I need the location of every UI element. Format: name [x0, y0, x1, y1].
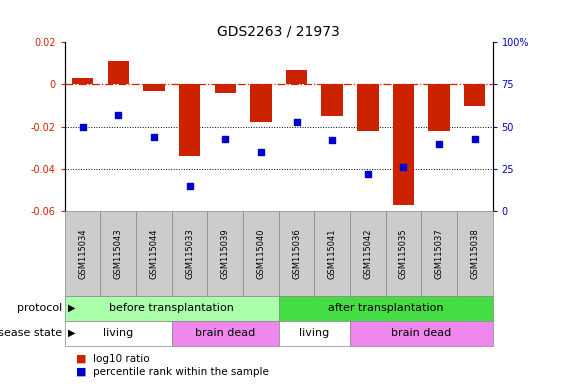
Text: ▶: ▶: [68, 328, 75, 338]
Text: GSM115037: GSM115037: [435, 228, 444, 279]
Point: [149, 134, 158, 140]
Bar: [457, 211, 493, 296]
Text: GSM115041: GSM115041: [328, 228, 337, 279]
Text: GSM115036: GSM115036: [292, 228, 301, 279]
Bar: [421, 211, 457, 296]
Bar: [172, 211, 207, 296]
Bar: [350, 211, 386, 296]
Text: GDS2263 / 21973: GDS2263 / 21973: [217, 25, 340, 38]
Bar: [321, 84, 343, 116]
Text: living: living: [299, 328, 329, 338]
Text: GSM115035: GSM115035: [399, 228, 408, 279]
Bar: [172, 321, 279, 346]
Text: GSM115043: GSM115043: [114, 228, 123, 279]
Bar: [65, 321, 172, 346]
Text: GSM115042: GSM115042: [363, 228, 372, 279]
Text: ■: ■: [76, 354, 87, 364]
Text: log10 ratio: log10 ratio: [93, 354, 150, 364]
Bar: [464, 84, 485, 106]
Bar: [393, 84, 414, 205]
Point: [185, 183, 194, 189]
Bar: [357, 84, 378, 131]
Text: GSM115033: GSM115033: [185, 228, 194, 279]
Bar: [250, 84, 271, 122]
Text: GSM115034: GSM115034: [78, 228, 87, 279]
Point: [256, 149, 265, 155]
Point: [399, 164, 408, 170]
Text: brain dead: brain dead: [391, 328, 452, 338]
Text: before transplantation: before transplantation: [109, 303, 234, 313]
Text: GSM115044: GSM115044: [149, 228, 158, 279]
Bar: [215, 84, 236, 93]
Point: [435, 141, 444, 147]
Point: [78, 124, 87, 130]
Text: disease state: disease state: [0, 328, 62, 338]
Bar: [136, 211, 172, 296]
Text: ▶: ▶: [68, 303, 75, 313]
Text: GSM115039: GSM115039: [221, 228, 230, 279]
Bar: [279, 321, 350, 346]
Bar: [286, 70, 307, 84]
Bar: [207, 211, 243, 296]
Text: ■: ■: [76, 367, 87, 377]
Bar: [65, 211, 100, 296]
Point: [470, 136, 479, 142]
Bar: [279, 211, 314, 296]
Bar: [179, 84, 200, 156]
Bar: [108, 61, 129, 84]
Point: [221, 136, 230, 142]
Bar: [386, 211, 421, 296]
Text: percentile rank within the sample: percentile rank within the sample: [93, 367, 269, 377]
Text: GSM115038: GSM115038: [470, 228, 479, 279]
Point: [328, 137, 337, 143]
Bar: [350, 321, 493, 346]
Point: [363, 171, 372, 177]
Bar: [72, 78, 93, 84]
Bar: [143, 84, 164, 91]
Point: [292, 119, 301, 125]
Bar: [65, 296, 279, 321]
Text: GSM115040: GSM115040: [256, 228, 265, 279]
Text: protocol: protocol: [17, 303, 62, 313]
Text: after transplantation: after transplantation: [328, 303, 444, 313]
Bar: [243, 211, 279, 296]
Text: living: living: [103, 328, 133, 338]
Text: brain dead: brain dead: [195, 328, 256, 338]
Bar: [314, 211, 350, 296]
Point: [114, 112, 123, 118]
Bar: [279, 296, 493, 321]
Bar: [100, 211, 136, 296]
Bar: [428, 84, 450, 131]
